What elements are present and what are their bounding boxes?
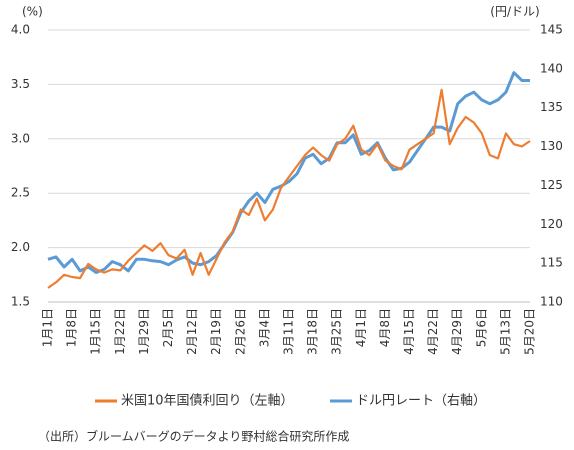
x-tick-label: 3月25日	[330, 308, 344, 355]
y2-tick-label: 125	[540, 178, 563, 192]
series-line	[47, 88, 531, 289]
series-line	[47, 71, 530, 274]
x-tick-label: 2月19日	[209, 308, 223, 355]
x-tick-label: 3月4日	[257, 308, 271, 347]
x-tick-label: 3月18日	[306, 308, 320, 355]
x-tick-label: 4月1日	[354, 308, 368, 347]
y2-tick-label: 120	[540, 217, 563, 231]
y2-tick-label: 130	[540, 139, 563, 153]
y-tick-label: 2.5	[11, 186, 30, 200]
y-unit: (%)	[22, 5, 43, 19]
x-tick-label: 1月1日	[41, 308, 55, 347]
y-tick-label: 2.0	[11, 240, 30, 254]
x-tick-label: 4月29日	[450, 308, 464, 355]
y2-tick-label: 110	[540, 295, 563, 309]
x-tick-label: 2月12日	[185, 308, 199, 355]
x-tick-label: 1月8日	[65, 308, 79, 347]
y-tick-label: 4.0	[11, 23, 30, 37]
x-tick-label: 5月20日	[523, 308, 537, 355]
x-tick-label: 1月22日	[113, 308, 127, 355]
x-tick-label: 4月15日	[402, 308, 416, 355]
x-tick-label: 1月15日	[89, 308, 103, 355]
x-tick-label: 2月5日	[161, 308, 175, 347]
x-tick-label: 1月29日	[137, 308, 151, 355]
y-tick-label: 1.5	[11, 295, 30, 309]
x-tick-label: 2月26日	[233, 308, 247, 355]
x-tick-label: 4月22日	[426, 308, 440, 355]
y2-tick-label: 140	[540, 61, 563, 75]
y2-tick-label: 115	[540, 256, 563, 270]
x-tick-label: 3月11日	[282, 308, 296, 355]
legend-label: 米国10年国債利回り（左軸）	[121, 394, 294, 409]
legend-label: ドル円レート（右軸）	[356, 394, 486, 409]
y2-tick-label: 145	[540, 23, 563, 37]
y2-tick-label: 135	[540, 100, 563, 114]
y-tick-label: 3.5	[11, 77, 30, 91]
x-tick-label: 4月8日	[378, 308, 392, 347]
x-tick-label: 5月6日	[474, 308, 488, 347]
x-tick-label: 5月13日	[498, 308, 512, 355]
source-note: （出所）ブルームバーグのデータより野村総合研究所作成	[38, 429, 349, 444]
y-tick-label: 3.0	[11, 131, 30, 145]
y2-unit: (円/ドル)	[490, 5, 539, 19]
